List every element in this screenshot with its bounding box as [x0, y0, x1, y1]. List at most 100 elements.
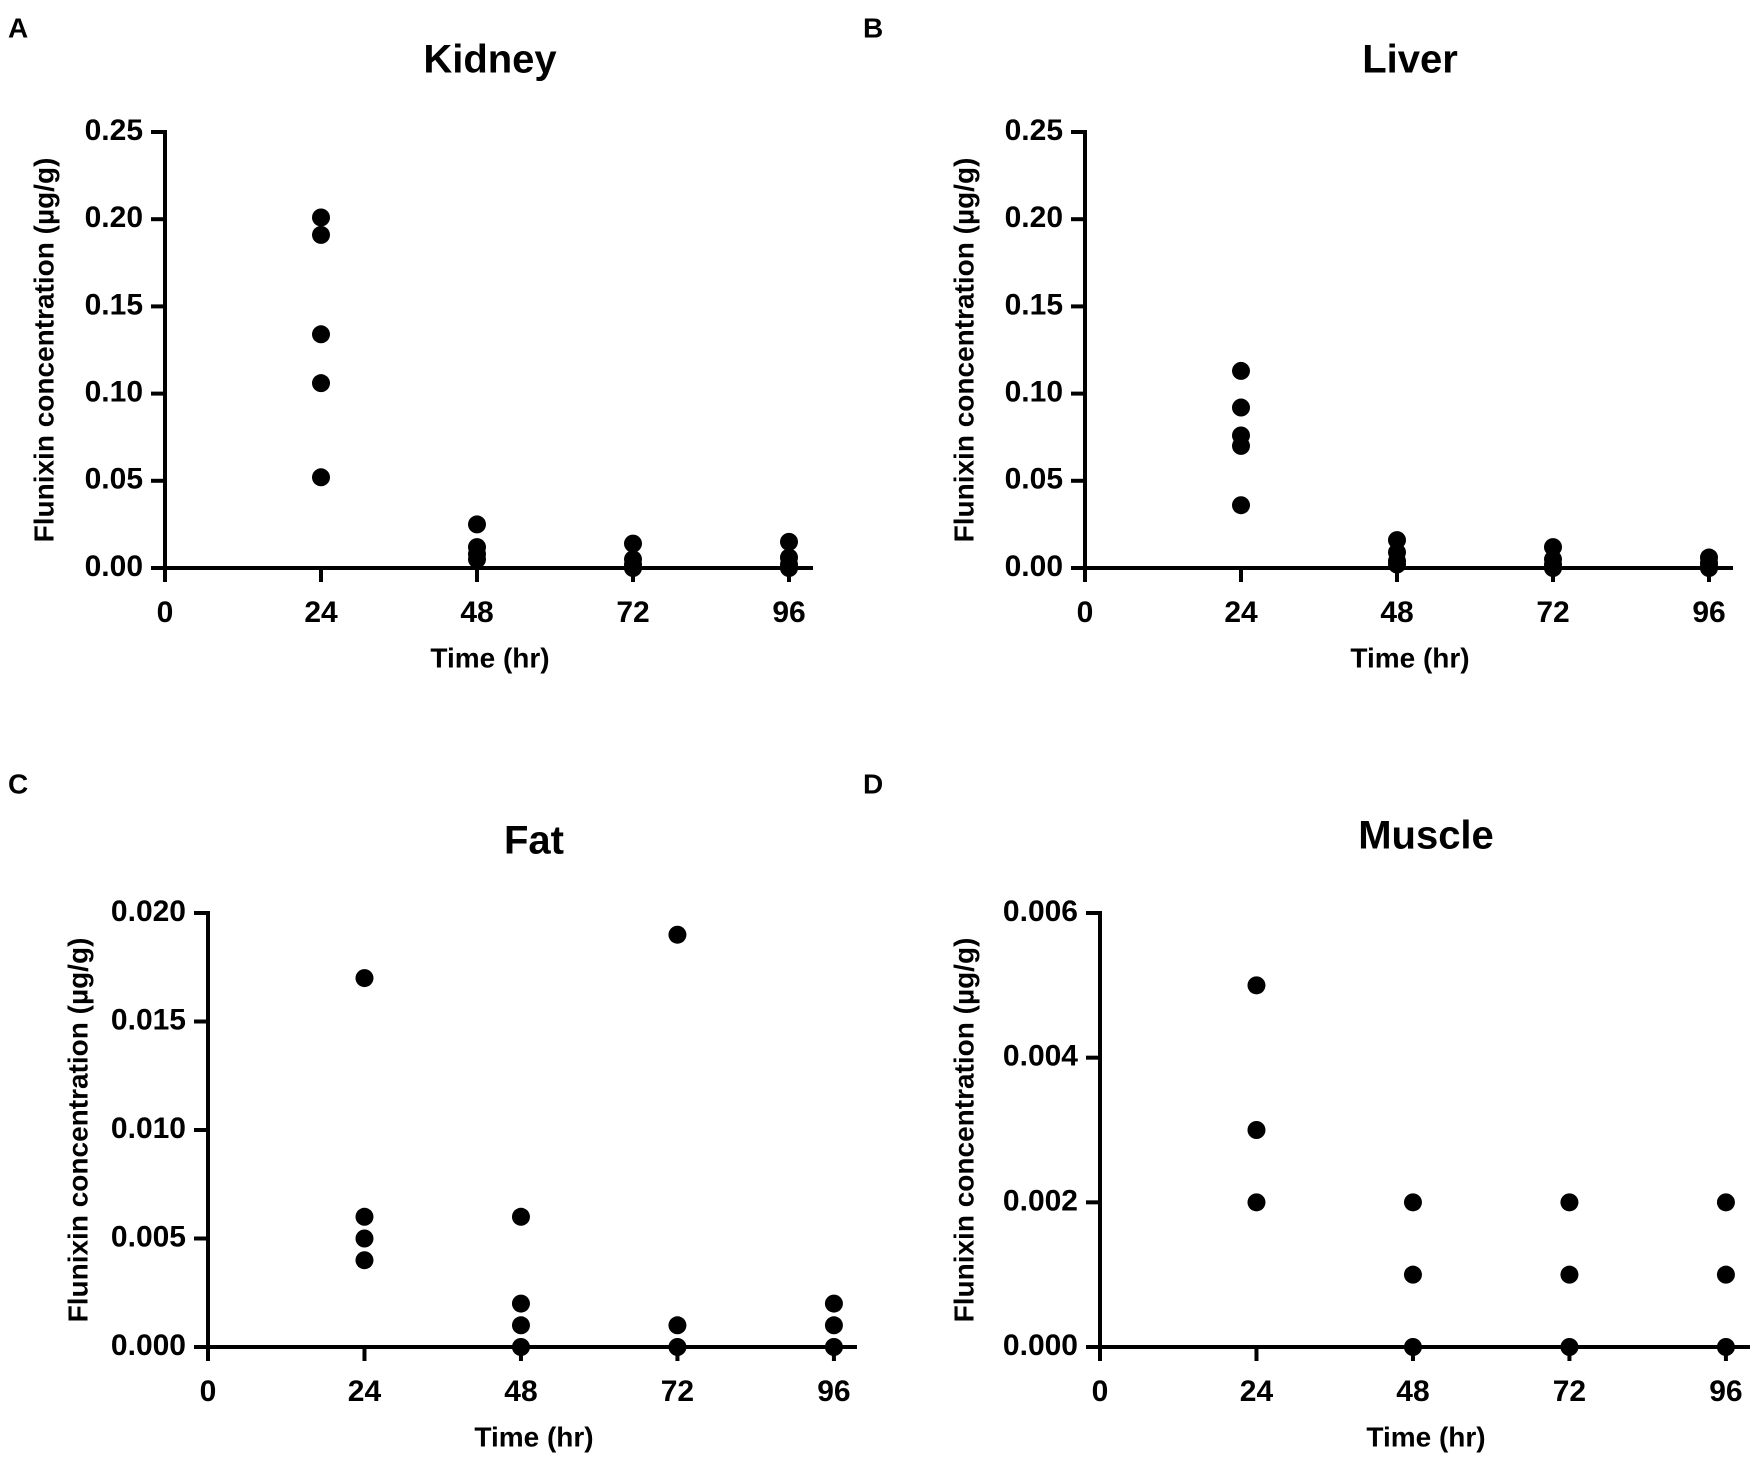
data-point — [1716, 1193, 1735, 1212]
data-point — [624, 559, 642, 577]
x-tick-label: 96 — [1692, 596, 1725, 629]
y-tick-label: 0.20 — [1005, 201, 1063, 234]
data-point — [355, 969, 374, 988]
x-tick-label: 96 — [772, 596, 805, 629]
x-tick-label: 96 — [817, 1375, 850, 1408]
chart-title: Fat — [504, 819, 564, 863]
data-point — [312, 325, 330, 344]
data-point — [1544, 559, 1562, 577]
y-axis-label: Flunixin concentration (µg/g) — [948, 938, 979, 1323]
data-point — [1232, 398, 1250, 417]
x-tick-label: 0 — [157, 596, 174, 629]
data-point — [1232, 361, 1250, 380]
data-point — [824, 1316, 843, 1335]
panel-letter: A — [8, 12, 28, 43]
data-point — [668, 925, 687, 944]
data-point — [468, 515, 486, 534]
data-point — [624, 534, 642, 553]
x-tick-label: 0 — [200, 1375, 217, 1408]
data-point — [355, 1251, 374, 1270]
y-tick-label: 0.020 — [111, 895, 186, 928]
panel-letter: D — [863, 768, 883, 799]
data-point — [668, 1338, 687, 1356]
data-point — [312, 374, 330, 393]
x-tick-label: 48 — [460, 596, 493, 629]
data-point — [511, 1207, 530, 1226]
data-point — [355, 1207, 374, 1226]
x-tick-label: 24 — [1224, 596, 1258, 629]
data-point — [312, 225, 330, 244]
chart-panel-b: B Liver 0.00 0.05 0.10 0.15 0.20 0.25 0 24 48 72 96 T… — [863, 12, 1733, 673]
x-tick-label: 48 — [504, 1375, 537, 1408]
y-tick-label: 0.000 — [1003, 1329, 1078, 1362]
y-tick-label: 0.25 — [1005, 114, 1063, 147]
y-tick-label: 0.10 — [85, 376, 143, 409]
x-tick-label: 72 — [661, 1375, 694, 1408]
data-point — [824, 1294, 843, 1313]
chart-panel-c: C Fat 0.000 0.005 0.010 0.015 0.020 0 24 48 72 96 Ti… — [8, 768, 857, 1452]
x-axis-label: Time (hr) — [430, 642, 549, 673]
x-tick-label: 24 — [348, 1375, 382, 1408]
x-tick-label: 72 — [616, 596, 649, 629]
data-point — [1403, 1265, 1422, 1284]
x-tick-label: 0 — [1077, 596, 1094, 629]
data-point — [780, 532, 798, 551]
data-point — [1403, 1193, 1422, 1212]
data-point — [312, 468, 330, 487]
y-tick-label: 0.010 — [111, 1112, 186, 1145]
y-tick-label: 0.002 — [1003, 1184, 1078, 1217]
y-tick-label: 0.25 — [85, 114, 143, 147]
data-point — [1247, 1193, 1266, 1212]
x-axis-label: Time (hr) — [1366, 1421, 1485, 1452]
data-point — [1232, 496, 1250, 515]
y-tick-label: 0.00 — [1005, 550, 1063, 583]
x-tick-label: 24 — [1240, 1375, 1274, 1408]
x-tick-label: 96 — [1709, 1375, 1742, 1408]
data-point — [780, 559, 798, 577]
data-point — [1388, 555, 1406, 574]
x-axis-label: Time (hr) — [474, 1421, 593, 1452]
data-point — [511, 1338, 530, 1356]
y-tick-label: 0.004 — [1003, 1040, 1078, 1073]
data-point — [511, 1316, 530, 1335]
data-point — [1247, 976, 1266, 995]
chart-title: Liver — [1362, 38, 1458, 82]
data-point — [1560, 1265, 1579, 1284]
data-point — [1700, 559, 1718, 577]
y-tick-label: 0.000 — [111, 1329, 186, 1362]
chart-panel-a: A Kidney 0.00 0.05 0.10 0.15 0.20 0.25 0 24 48 72 96… — [8, 12, 813, 673]
x-tick-label: 72 — [1536, 596, 1569, 629]
y-tick-label: 0.015 — [111, 1003, 186, 1036]
y-tick-label: 0.15 — [85, 288, 143, 321]
data-point — [1716, 1265, 1735, 1284]
y-tick-label: 0.006 — [1003, 895, 1078, 928]
data-point — [1403, 1338, 1422, 1356]
x-tick-label: 48 — [1380, 596, 1413, 629]
y-axis-label: Flunixin concentration (µg/g) — [62, 938, 93, 1323]
y-tick-label: 0.05 — [1005, 463, 1063, 496]
data-point — [1716, 1338, 1735, 1356]
data-point — [468, 550, 486, 569]
x-axis-label: Time (hr) — [1350, 642, 1469, 673]
x-tick-label: 24 — [304, 596, 338, 629]
y-tick-label: 0.05 — [85, 463, 143, 496]
y-axis-label: Flunixin concentration (µg/g) — [948, 158, 979, 543]
data-point — [312, 208, 330, 227]
data-point — [511, 1294, 530, 1313]
data-point — [1560, 1193, 1579, 1212]
y-tick-label: 0.20 — [85, 201, 143, 234]
x-tick-label: 72 — [1553, 1375, 1586, 1408]
y-tick-label: 0.10 — [1005, 376, 1063, 409]
data-point — [355, 1229, 374, 1248]
data-point — [1247, 1121, 1266, 1139]
y-tick-label: 0.15 — [1005, 288, 1063, 321]
y-tick-label: 0.005 — [111, 1220, 186, 1253]
chart-panel-d: D Muscle 0.000 0.002 0.004 0.006 0 24 48 72 96 Time… — [863, 768, 1750, 1452]
panel-letter: C — [8, 768, 28, 799]
panel-letter: B — [863, 12, 883, 43]
x-tick-label: 48 — [1396, 1375, 1429, 1408]
chart-title: Muscle — [1358, 814, 1494, 858]
y-axis-label: Flunixin concentration (µg/g) — [28, 158, 59, 543]
data-point — [668, 1316, 687, 1335]
